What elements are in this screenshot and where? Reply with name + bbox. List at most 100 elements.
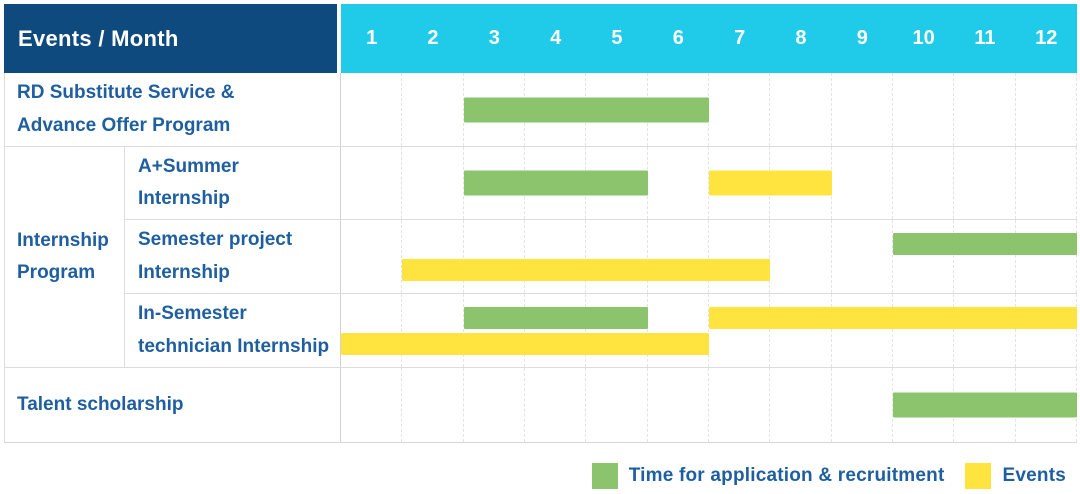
grid-cell [341, 147, 403, 219]
table-row: Talent scholarship [5, 368, 1077, 442]
grid-cell [402, 147, 464, 219]
legend: Time for application & recruitment Event… [4, 463, 1077, 489]
grid-cell [709, 220, 771, 293]
grid-cell [464, 294, 525, 367]
grid-cell [954, 294, 1016, 367]
month-header-cell: 1 [366, 27, 378, 49]
grid-cell [402, 220, 464, 293]
gantt-bar-green [893, 392, 1077, 418]
grid-cell [341, 220, 403, 293]
grid-cell [832, 147, 893, 219]
grid-cell [709, 73, 771, 146]
grid-cell [954, 147, 1016, 219]
grid-cell [402, 368, 464, 442]
grid-cell [341, 294, 403, 367]
grid-cell [832, 73, 893, 146]
grid-cell [586, 220, 648, 293]
grid-cell [1016, 147, 1077, 219]
gantt-bar-green [463, 170, 648, 196]
month-header-cell: 2 [427, 27, 439, 49]
row-label-rd-substitute: RD Substitute Service & Advance Offer Pr… [5, 73, 341, 146]
month-header-cell: 11 [974, 27, 996, 49]
grid-cell [770, 73, 832, 146]
row-label-in-semester: In-Semester technician Internship [125, 294, 341, 367]
row-label-semester-project: Semester project Internship [125, 220, 341, 293]
header-gap [337, 4, 341, 73]
gantt-bar-yellow [341, 333, 709, 355]
month-header-cell: 4 [550, 27, 562, 49]
grid-cell [709, 368, 771, 442]
gantt-bar-green [463, 307, 648, 329]
gantt-bar-yellow [402, 259, 771, 281]
month-header-cell: 3 [488, 27, 500, 49]
internship-program-group: Internship Program A+Summer Internship S… [5, 147, 1077, 368]
month-header-cell: 8 [795, 27, 807, 49]
legend-item-application-recruitment: Time for application & recruitment [591, 463, 945, 489]
month-header-row: 1 2 3 4 5 6 7 8 9 10 11 12 [341, 4, 1077, 73]
grid-cell [832, 294, 893, 367]
yellow-swatch-icon [965, 463, 992, 489]
grid-cell [402, 73, 464, 146]
row-lane-semester-project [341, 220, 1077, 293]
grid-cell [893, 294, 955, 367]
grid-cell [464, 220, 525, 293]
grid-cell [648, 147, 709, 219]
grid-cell [648, 220, 709, 293]
grid-cell [341, 73, 403, 146]
grid-cell [954, 73, 1016, 146]
grid-cell [1016, 73, 1077, 146]
legend-label: Events [1002, 465, 1066, 486]
month-header-cell: 10 [912, 27, 935, 49]
month-header-cell: 9 [856, 27, 868, 49]
table-header: Events / Month 1 2 3 4 5 6 7 8 9 10 11 12 [4, 4, 1077, 73]
events-month-title: Events / Month [18, 25, 179, 51]
grid-cell [1016, 220, 1077, 293]
group-label-internship-program: Internship Program [5, 147, 125, 367]
grid-cell [954, 220, 1016, 293]
month-header-cell: 6 [672, 27, 684, 49]
row-lane-in-semester [341, 294, 1077, 367]
grid-cell [893, 73, 955, 146]
row-lane-a-summer [341, 147, 1077, 219]
grid-cell [648, 294, 709, 367]
month-header-cell: 5 [611, 27, 623, 49]
grid-cell [648, 368, 709, 442]
table-row: A+Summer Internship [125, 147, 1077, 220]
grid-cell [402, 294, 464, 367]
grid-cell [770, 368, 832, 442]
grid-cell [525, 368, 587, 442]
grid-cell [586, 294, 648, 367]
gantt-bar-yellow [709, 170, 832, 196]
grid-cell [1016, 294, 1077, 367]
grid-cell [709, 294, 771, 367]
row-lane-talent-scholarship [341, 368, 1077, 442]
legend-item-events: Events [965, 463, 1066, 489]
grid-cell [341, 368, 403, 442]
grid-cell [525, 220, 587, 293]
grid-cell [893, 147, 955, 219]
grid-cell [525, 294, 587, 367]
month-header-cell: 12 [1035, 27, 1058, 49]
grid-cell [770, 220, 832, 293]
green-swatch-icon [591, 463, 618, 489]
events-month-header-cell: Events / Month [4, 4, 337, 73]
schedule-table-body: RD Substitute Service & Advance Offer Pr… [4, 73, 1077, 443]
grid-cell [464, 368, 525, 442]
gantt-bar-green [893, 233, 1077, 255]
table-row: In-Semester technician Internship [125, 294, 1077, 367]
gantt-bar-green [463, 97, 709, 122]
month-header-cell: 7 [734, 27, 746, 49]
legend-label: Time for application & recruitment [628, 465, 945, 486]
table-row: RD Substitute Service & Advance Offer Pr… [5, 73, 1077, 147]
table-row: Semester project Internship [125, 220, 1077, 294]
row-lane-rd-substitute [341, 73, 1077, 146]
row-label-talent-scholarship: Talent scholarship [5, 368, 341, 442]
grid-cell [832, 220, 893, 293]
grid-cell [893, 220, 955, 293]
row-label-a-summer: A+Summer Internship [125, 147, 341, 219]
grid-cell [770, 294, 832, 367]
grid-cell [832, 368, 893, 442]
gantt-bar-yellow [709, 307, 1077, 329]
grid-cell [586, 368, 648, 442]
